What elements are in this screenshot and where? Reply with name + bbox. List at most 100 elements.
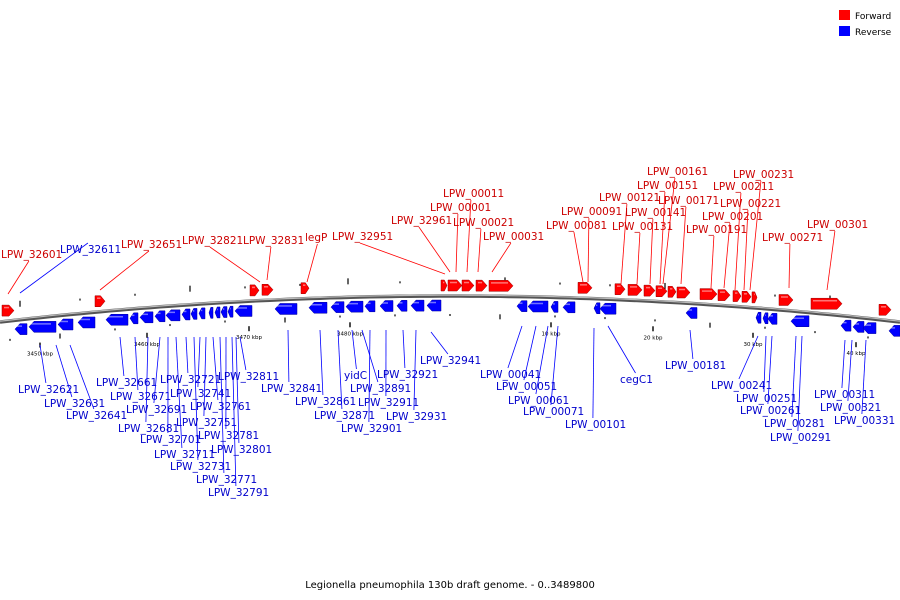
gene-label-lpw-32861: LPW_32861 xyxy=(295,396,356,408)
map-title: Legionella pneumophila 130b draft genome… xyxy=(305,580,595,591)
forward-gene-arrow xyxy=(577,282,593,294)
leader-line-lpw-00311 xyxy=(841,339,846,389)
reverse-gene-arrow xyxy=(379,300,394,312)
legend: Forward Reverse xyxy=(839,10,892,38)
gene-label-lpw-00221: LPW_00221 xyxy=(720,198,781,210)
leader-line-lpw-32751 xyxy=(203,336,207,417)
forward-gene-arrow xyxy=(475,279,488,292)
gene-label-lpw-00251: LPW_00251 xyxy=(736,393,797,405)
forward-gene-arrow xyxy=(732,290,742,302)
leader-line-lpw-00281 xyxy=(791,335,797,418)
forward-gene-arrow xyxy=(300,282,310,294)
reverse-gene-arrow xyxy=(599,302,617,315)
gene-label-lpw-32621: LPW_32621 xyxy=(18,384,79,396)
gene-label-lpw-00331: LPW_00331 xyxy=(834,415,895,427)
leader-line-lpw-00201 xyxy=(723,222,731,289)
reverse-gene-arrow xyxy=(28,321,57,333)
leader-line-yidc xyxy=(351,329,357,370)
gene-label-lpw-00291: LPW_00291 xyxy=(770,432,831,444)
leader-line-lpw-00131 xyxy=(636,232,641,285)
leader-line-lpw-32801 xyxy=(235,336,240,444)
leader-line-lpw-32951 xyxy=(359,242,446,275)
leader-line-lpw-00001 xyxy=(455,213,459,273)
leader-line-lpw-32901 xyxy=(368,329,371,423)
leader-line-lpw-32731 xyxy=(193,336,199,461)
leader-line-lpw-32811 xyxy=(239,336,247,371)
gene-label-lpw-32821: LPW_32821 xyxy=(182,235,243,247)
gene-label-lpw-00151: LPW_00151 xyxy=(637,180,698,192)
reverse-gene-arrow xyxy=(410,299,425,312)
gene-label-lpw-32951: LPW_32951 xyxy=(332,231,393,243)
leader-line-lpw-32621 xyxy=(39,344,47,384)
gene-label-lpw-00141: LPW_00141 xyxy=(625,207,686,219)
forward-gene-arrow xyxy=(643,284,656,297)
gene-label-lpw-32631: LPW_32631 xyxy=(44,398,105,410)
leader-line-lpw-32671 xyxy=(134,336,139,391)
forward-gene-arrow xyxy=(676,286,691,299)
gene-label-lpw-32721: LPW_32721 xyxy=(160,374,221,386)
gene-label-lpw-00191: LPW_00191 xyxy=(686,224,747,236)
leader-line-lpw-00321 xyxy=(847,339,853,402)
leader-line-lpw-32921 xyxy=(402,329,406,369)
reverse-gene-arrow xyxy=(396,300,408,312)
gene-label-yidc: yidC xyxy=(344,370,367,382)
reverse-gene-arrow xyxy=(308,301,328,314)
forward-gene-arrow xyxy=(249,284,260,297)
leader-line-lpw-32651 xyxy=(99,250,150,291)
gene-label-lpw-00031: LPW_00031 xyxy=(483,231,544,243)
leader-line-lpw-00041 xyxy=(507,325,523,369)
gene-label-lpw-32781: LPW_32781 xyxy=(198,430,259,442)
leader-line-lpw-00051 xyxy=(523,325,537,381)
reverse-gene-arrow xyxy=(139,311,154,324)
reverse-gene-arrow xyxy=(364,300,376,313)
reverse-gene-arrow xyxy=(129,312,139,325)
reverse-gene-arrow xyxy=(852,321,865,333)
gene-label-lpw-00091: LPW_00091 xyxy=(561,206,622,218)
legend-reverse-swatch xyxy=(839,26,850,36)
leader-line-lpw-00061 xyxy=(535,325,549,395)
reverse-gene-arrow xyxy=(220,306,228,318)
forward-gene-arrow xyxy=(94,295,106,307)
forward-gene-arrow xyxy=(261,284,274,296)
leader-line-cegc1 xyxy=(607,325,636,374)
reverse-gene-arrow xyxy=(755,311,762,324)
legend-forward-label: Forward xyxy=(855,12,891,22)
scale-ticks: 3450 kbp 3460 kbp 3470 kbp 3480 kbp 10 kbp 20… xyxy=(27,322,866,358)
leader-line-lpw-00291 xyxy=(797,335,803,432)
reverse-gene-arrow xyxy=(198,307,206,320)
reverse-gene-arrow xyxy=(105,313,129,326)
reverse-gene-arrow xyxy=(550,301,559,313)
gene-label-lpw-00001: LPW_00001 xyxy=(430,202,491,214)
reverse-gene-arrow xyxy=(790,315,810,327)
gene-label-lpw-00071: LPW_00071 xyxy=(523,406,584,418)
reverse-gene-arrow xyxy=(227,305,234,318)
reverse-gene-arrow xyxy=(685,307,698,319)
gene-label-lpw-32741: LPW_32741 xyxy=(170,388,231,400)
reverse-gene-arrow xyxy=(593,302,601,315)
leader-line-lpw-00121 xyxy=(620,203,628,285)
reverse-gene-arrow xyxy=(762,312,769,325)
leader-line-lpw-32601 xyxy=(7,260,30,295)
leader-line-lpw-00261 xyxy=(767,335,773,405)
forward-gene-arrow xyxy=(751,291,758,304)
reverse-gene-arrow xyxy=(345,300,364,313)
reverse-gene-arrow xyxy=(77,316,96,329)
forward-gene-arrow xyxy=(810,297,843,310)
gene-label-lpw-00121: LPW_00121 xyxy=(599,192,660,204)
leader-line-lpw-00251 xyxy=(763,335,767,393)
leader-line-lpw-32931 xyxy=(413,329,417,411)
gene-label-lpw-00051: LPW_00051 xyxy=(496,381,557,393)
leader-line-lpw-00031 xyxy=(491,242,512,273)
leader-line-legp xyxy=(306,243,318,283)
gene-label-lpw-32891: LPW_32891 xyxy=(350,383,411,395)
forward-gene-arrow xyxy=(461,279,475,292)
leader-line-lpw-32791 xyxy=(231,336,237,487)
leader-line-lpw-00021 xyxy=(477,228,482,273)
forward-gene-arrow xyxy=(699,288,718,300)
leader-line-lpw-00171 xyxy=(680,206,687,285)
leader-line-lpw-00231 xyxy=(749,180,762,291)
gene-label-lpw-32871: LPW_32871 xyxy=(314,410,375,422)
reverse-gene-arrow xyxy=(274,303,298,315)
gene-label-lpw-32761: LPW_32761 xyxy=(190,401,251,413)
gene-label-lpw-00081: LPW_00081 xyxy=(546,220,607,232)
